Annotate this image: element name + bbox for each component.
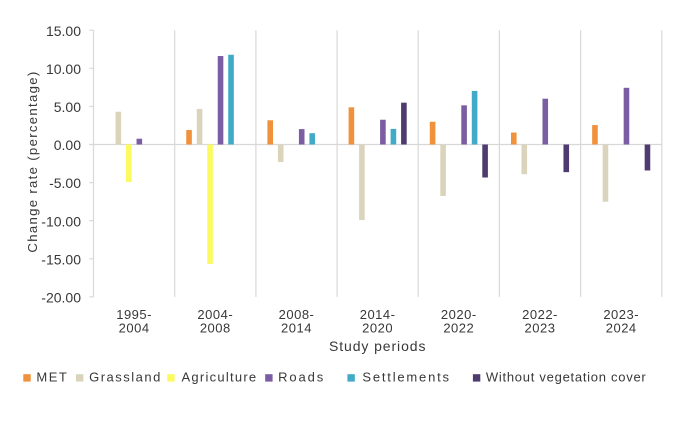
svg-text:-5.00: -5.00 <box>49 175 81 191</box>
svg-text:Study periods: Study periods <box>329 338 426 354</box>
svg-text:2014: 2014 <box>281 321 312 336</box>
svg-text:Roads: Roads <box>278 370 325 385</box>
svg-text:10.00: 10.00 <box>46 61 81 77</box>
svg-text:2008-: 2008- <box>279 307 315 322</box>
svg-text:Settlements: Settlements <box>362 370 450 385</box>
svg-text:-15.00: -15.00 <box>41 251 81 267</box>
svg-text:-10.00: -10.00 <box>41 213 81 229</box>
svg-text:2022-: 2022- <box>522 307 558 322</box>
svg-text:5.00: 5.00 <box>54 99 81 115</box>
svg-text:2022: 2022 <box>443 321 474 336</box>
svg-text:-20.00: -20.00 <box>41 290 81 306</box>
svg-text:2004: 2004 <box>119 321 150 336</box>
svg-text:2020: 2020 <box>362 321 393 336</box>
svg-text:Change rate (percentage): Change rate (percentage) <box>25 70 40 252</box>
svg-text:15.00: 15.00 <box>46 23 81 39</box>
svg-text:Without vegetation cover: Without vegetation cover <box>486 370 647 385</box>
svg-text:2023: 2023 <box>525 321 556 336</box>
svg-text:2020-: 2020- <box>441 307 477 322</box>
svg-text:2014-: 2014- <box>360 307 396 322</box>
svg-text:MET: MET <box>36 370 68 385</box>
svg-text:1995-: 1995- <box>116 307 152 322</box>
svg-text:2023-: 2023- <box>603 307 639 322</box>
svg-text:2004-: 2004- <box>197 307 233 322</box>
svg-text:0.00: 0.00 <box>54 137 81 153</box>
svg-text:2024: 2024 <box>606 321 637 336</box>
svg-text:2008: 2008 <box>200 321 231 336</box>
svg-text:Agriculture: Agriculture <box>182 370 258 385</box>
svg-text:Grassland: Grassland <box>89 370 162 385</box>
